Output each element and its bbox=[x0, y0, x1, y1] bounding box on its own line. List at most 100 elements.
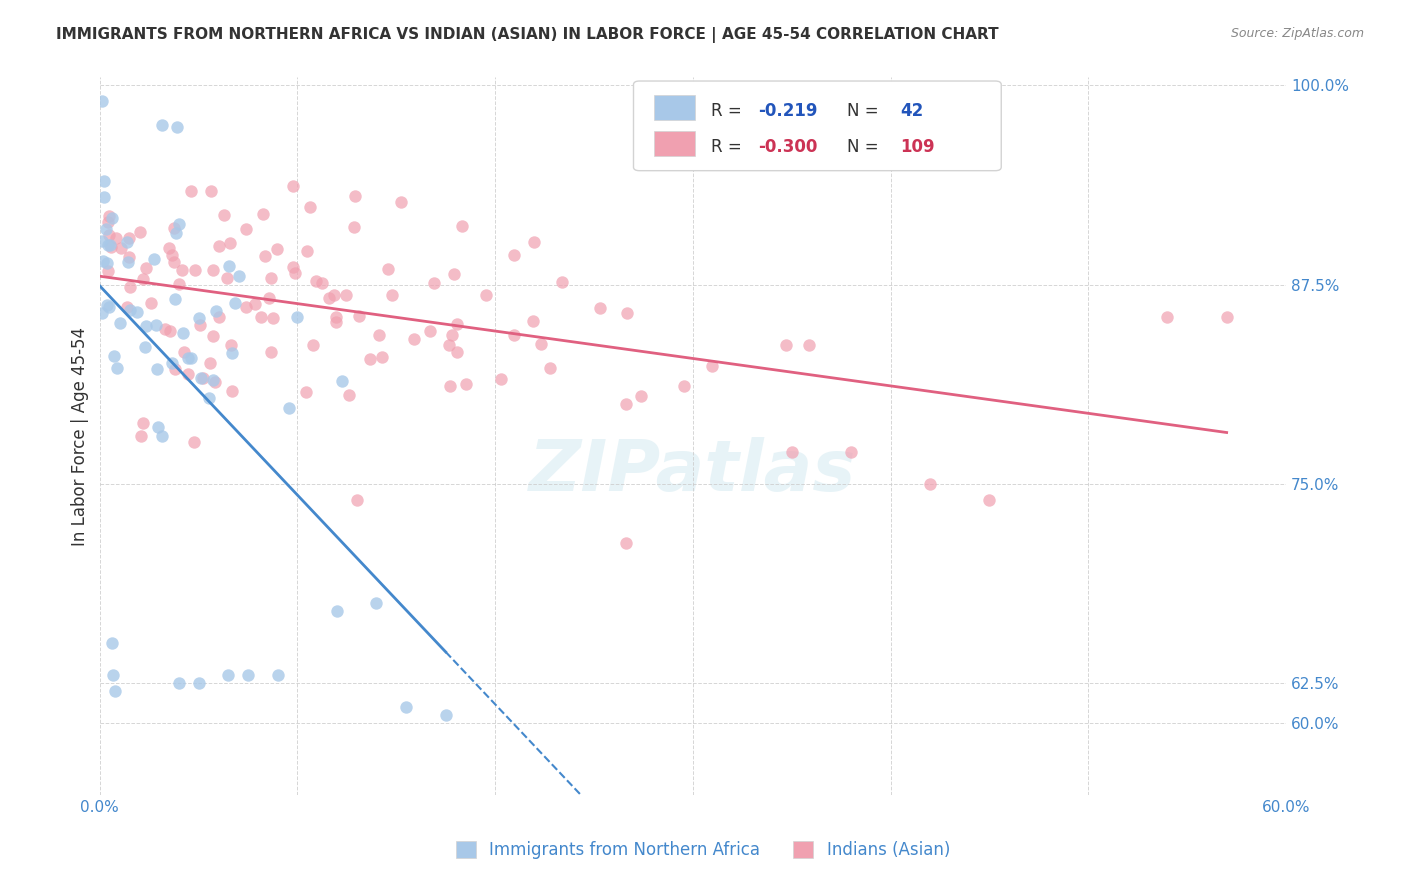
Point bbox=[143, 252, 166, 267]
Point bbox=[325, 310, 347, 324]
Point bbox=[451, 219, 474, 233]
Point bbox=[108, 316, 131, 330]
Point bbox=[371, 350, 394, 364]
Point bbox=[204, 375, 226, 389]
Point bbox=[208, 310, 231, 324]
Bar bbox=[654, 95, 695, 120]
Point bbox=[187, 311, 209, 326]
Point bbox=[344, 189, 367, 203]
Text: -0.219: -0.219 bbox=[758, 103, 817, 120]
Y-axis label: In Labor Force | Age 45-54: In Labor Force | Age 45-54 bbox=[72, 326, 89, 546]
Point bbox=[299, 200, 322, 214]
Point bbox=[208, 238, 231, 252]
Point bbox=[434, 708, 457, 723]
Point bbox=[419, 325, 441, 339]
Point bbox=[305, 274, 328, 288]
Point bbox=[614, 536, 637, 550]
Point bbox=[616, 305, 638, 319]
Point bbox=[281, 260, 304, 274]
Point bbox=[221, 384, 243, 398]
Point bbox=[702, 359, 724, 374]
Point bbox=[311, 276, 333, 290]
Point bbox=[201, 373, 224, 387]
Point bbox=[104, 684, 127, 698]
Point bbox=[150, 429, 173, 443]
Point bbox=[125, 305, 148, 319]
Point bbox=[173, 344, 195, 359]
Point bbox=[90, 305, 112, 319]
Point bbox=[672, 379, 695, 393]
Point bbox=[259, 271, 281, 285]
Point bbox=[295, 385, 318, 400]
Point bbox=[260, 345, 283, 359]
Point bbox=[301, 338, 323, 352]
Point bbox=[224, 296, 246, 310]
Text: IMMIGRANTS FROM NORTHERN AFRICA VS INDIAN (ASIAN) IN LABOR FORCE | AGE 45-54 COR: IMMIGRANTS FROM NORTHERN AFRICA VS INDIA… bbox=[56, 27, 998, 43]
Point bbox=[115, 300, 138, 314]
Point bbox=[219, 338, 242, 352]
Point bbox=[249, 310, 271, 324]
Point bbox=[446, 345, 468, 359]
Point bbox=[146, 420, 169, 434]
Point bbox=[322, 288, 344, 302]
Text: Source: ZipAtlas.com: Source: ZipAtlas.com bbox=[1230, 27, 1364, 40]
Point bbox=[180, 184, 202, 198]
Point bbox=[235, 300, 257, 314]
Point bbox=[101, 211, 124, 225]
Point bbox=[188, 318, 211, 333]
Point bbox=[235, 222, 257, 236]
Point bbox=[167, 217, 190, 231]
Point bbox=[163, 292, 186, 306]
Point bbox=[839, 445, 862, 459]
Point bbox=[105, 231, 128, 245]
Point bbox=[150, 118, 173, 132]
Point bbox=[277, 401, 299, 416]
Point bbox=[162, 248, 184, 262]
Text: R =: R = bbox=[710, 138, 747, 156]
FancyBboxPatch shape bbox=[634, 81, 1001, 170]
Point bbox=[440, 328, 463, 343]
Point bbox=[335, 288, 357, 302]
Point bbox=[90, 234, 112, 248]
Point bbox=[217, 270, 239, 285]
Point bbox=[201, 263, 224, 277]
Point bbox=[159, 241, 181, 255]
Point bbox=[131, 416, 153, 430]
Point bbox=[346, 492, 368, 507]
Point bbox=[285, 310, 308, 324]
Point bbox=[347, 310, 370, 324]
Legend: Immigrants from Northern Africa, Indians (Asian): Immigrants from Northern Africa, Indians… bbox=[449, 834, 957, 866]
Point bbox=[395, 700, 418, 714]
Point bbox=[979, 492, 1001, 507]
Point bbox=[367, 328, 389, 343]
Point bbox=[97, 228, 120, 243]
Point bbox=[103, 668, 125, 682]
Point bbox=[93, 190, 115, 204]
Point bbox=[162, 356, 184, 370]
Point bbox=[281, 179, 304, 194]
Point bbox=[245, 297, 267, 311]
Point bbox=[454, 376, 477, 391]
Point bbox=[177, 351, 200, 365]
Point bbox=[236, 668, 259, 682]
Point bbox=[538, 361, 561, 376]
Point bbox=[100, 240, 122, 254]
Point bbox=[1215, 310, 1237, 324]
Point bbox=[489, 372, 512, 386]
Point bbox=[295, 244, 318, 259]
Point bbox=[183, 434, 205, 449]
Point bbox=[325, 315, 347, 329]
Point bbox=[96, 298, 118, 312]
Point bbox=[172, 326, 194, 340]
Point bbox=[252, 207, 274, 221]
Point bbox=[530, 337, 553, 351]
Point bbox=[118, 250, 141, 264]
Point bbox=[163, 221, 186, 235]
Point bbox=[98, 237, 121, 252]
Point bbox=[337, 388, 360, 402]
Point bbox=[389, 194, 412, 209]
Point bbox=[97, 237, 120, 252]
Point bbox=[134, 340, 156, 354]
Point bbox=[170, 263, 193, 277]
Point bbox=[343, 220, 366, 235]
